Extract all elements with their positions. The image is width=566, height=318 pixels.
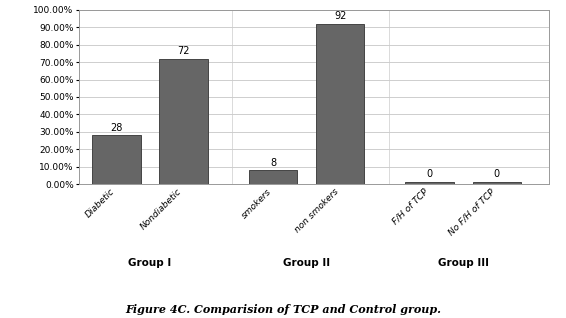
Text: 92: 92 [334, 11, 346, 21]
Text: 0: 0 [427, 169, 433, 179]
Text: 0: 0 [494, 169, 500, 179]
Text: Group I: Group I [128, 258, 171, 268]
Bar [473, 182, 521, 184]
Bar [92, 135, 141, 184]
Text: 28: 28 [110, 123, 123, 133]
Bar [405, 182, 454, 184]
Text: Figure 4C. Comparision of TCP and Control group.: Figure 4C. Comparision of TCP and Contro… [125, 304, 441, 315]
Text: Group II: Group II [283, 258, 330, 268]
Bar [160, 59, 208, 184]
Bar [316, 24, 365, 184]
Text: 72: 72 [177, 46, 190, 56]
Text: Group III: Group III [438, 258, 489, 268]
Text: 8: 8 [270, 158, 276, 168]
Bar [249, 170, 297, 184]
